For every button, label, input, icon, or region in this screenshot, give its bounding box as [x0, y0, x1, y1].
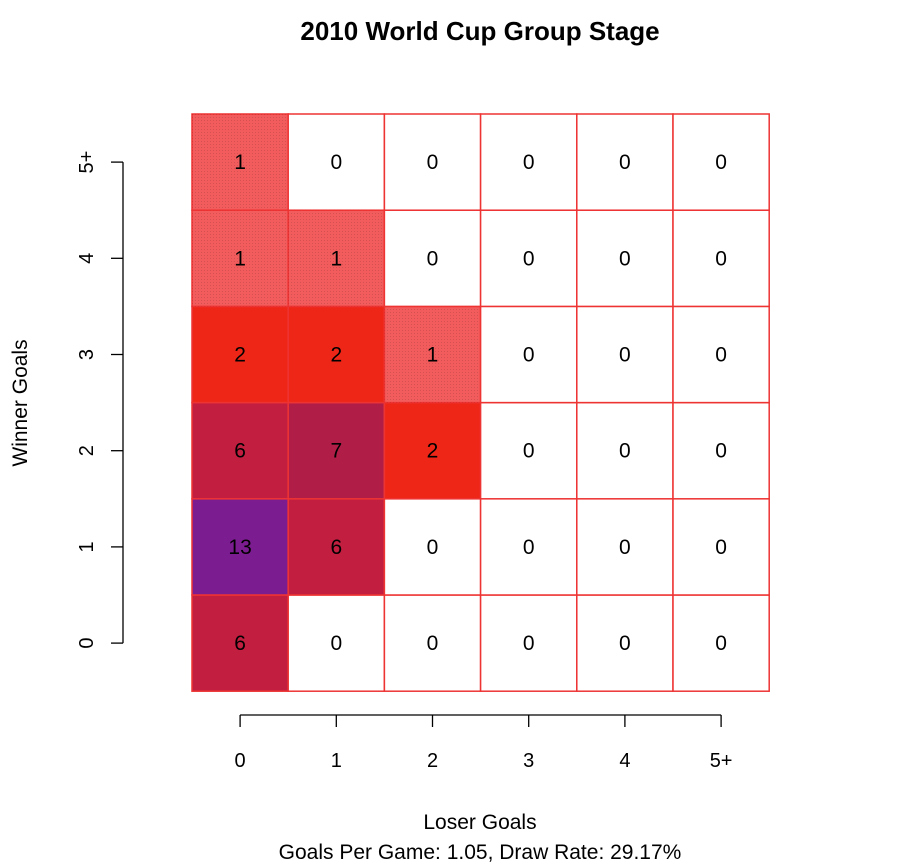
y-tick-label: 1 — [76, 541, 98, 552]
heatmap-cell-w2-l3 — [479, 401, 578, 500]
heatmap-cell-texture — [192, 210, 289, 307]
x-tick-label: 1 — [331, 750, 342, 772]
cell-value-label: 0 — [427, 536, 439, 559]
cell-value-label: 7 — [330, 440, 342, 463]
x-tick-label: 5+ — [710, 750, 733, 772]
cell-value-label: 0 — [523, 151, 535, 174]
cell-value-label: 0 — [715, 632, 727, 655]
chart-title: 2010 World Cup Group Stage — [300, 16, 659, 46]
heatmap-cell-w1-l2 — [383, 498, 482, 596]
heatmap-cell-w2-l4 — [576, 401, 674, 500]
heatmap-cell-texture — [192, 114, 289, 211]
cell-value-label: 13 — [228, 536, 251, 559]
cell-value-label: 0 — [427, 151, 439, 174]
heatmap-cell-w3-l1 — [287, 305, 386, 404]
y-tick-label: 2 — [76, 445, 98, 456]
heatmap-cell-w0-l3 — [479, 594, 578, 692]
x-tick-label: 3 — [523, 750, 534, 772]
heatmap-cell-w0-l5+ — [672, 594, 770, 692]
cell-value-label: 0 — [330, 151, 342, 174]
cell-value-label: 1 — [330, 247, 342, 270]
heatmap-cell-w4-l3 — [479, 209, 578, 308]
cell-value-label: 0 — [523, 247, 535, 270]
heatmap-cell-w2-l5+ — [672, 401, 770, 500]
heatmap-cell-w0-l4 — [576, 594, 674, 692]
y-tick-label: 5+ — [76, 151, 98, 174]
cell-value-label: 2 — [330, 344, 342, 367]
cell-value-label: 1 — [234, 247, 246, 270]
y-axis-label: Winner Goals — [9, 339, 32, 466]
cell-value-label: 0 — [619, 344, 631, 367]
cell-value-label: 0 — [619, 151, 631, 174]
cell-value-label: 2 — [427, 440, 439, 463]
cell-value-label: 0 — [715, 536, 727, 559]
heatmap-cell-w3-l5+ — [672, 305, 770, 404]
cell-value-label: 2 — [234, 344, 246, 367]
heatmap-cell-w5+-l1 — [287, 113, 386, 211]
cell-value-label: 0 — [715, 440, 727, 463]
cell-value-label: 0 — [619, 247, 631, 270]
cell-value-label: 0 — [427, 247, 439, 270]
cell-value-label: 0 — [523, 440, 535, 463]
cell-value-label: 6 — [330, 536, 342, 559]
y-tick-label: 3 — [76, 349, 98, 360]
heatmap-cell-w3-l3 — [479, 305, 578, 404]
x-tick-label: 0 — [235, 750, 246, 772]
cell-value-label: 0 — [619, 536, 631, 559]
cell-value-label: 0 — [523, 344, 535, 367]
cell-value-label: 1 — [427, 344, 439, 367]
heatmap-cell-w1-l5+ — [672, 498, 770, 596]
heatmap-cell-w1-l3 — [479, 498, 578, 596]
cell-value-label: 0 — [715, 247, 727, 270]
x-tick-label: 2 — [427, 750, 438, 772]
chart-subtitle: Goals Per Game: 1.05, Draw Rate: 29.17% — [279, 841, 682, 864]
heatmap-cell-w5+-l4 — [576, 113, 674, 211]
cell-value-label: 0 — [619, 440, 631, 463]
cell-value-label: 0 — [619, 632, 631, 655]
x-axis-label: Loser Goals — [423, 811, 536, 834]
heatmap-cell-w1-l1 — [287, 498, 386, 596]
y-axis: 0 1 2 3 4 5+ — [76, 151, 124, 649]
cell-value-label: 1 — [234, 151, 246, 174]
cell-value-label: 0 — [523, 632, 535, 655]
heatmap-cell-texture — [288, 210, 385, 307]
cell-value-label: 0 — [715, 151, 727, 174]
heatmap-cell-w4-l2 — [383, 209, 482, 308]
heatmap-cell-w0-l1 — [287, 594, 386, 692]
heatmap-cell-w5+-l5+ — [672, 113, 770, 211]
y-tick-label: 0 — [76, 638, 98, 649]
heatmap-cell-w3-l4 — [576, 305, 674, 404]
x-axis: 0 1 2 3 4 5+ — [235, 714, 733, 772]
cell-value-label: 6 — [234, 440, 246, 463]
heatmap-cell-texture — [384, 306, 481, 403]
heatmap-cell-w0-l0 — [191, 594, 289, 692]
cell-value-label: 0 — [523, 536, 535, 559]
cell-value-label: 0 — [427, 632, 439, 655]
heatmap-cells — [191, 113, 770, 692]
cell-value-label: 0 — [330, 632, 342, 655]
cell-value-label: 0 — [715, 344, 727, 367]
x-tick-label: 4 — [619, 750, 630, 772]
heatmap-cell-w1-l0 — [191, 498, 289, 596]
heatmap-cell-labels: 6 0 0 0 0 0 13 6 0 0 0 0 6 7 2 0 0 0 2 2 1 0 0 0 1 1 0 0 0 0 1 0 0 0 0 0 — [228, 151, 727, 655]
heatmap-cell-w5+-l2 — [383, 113, 482, 211]
y-tick-label: 4 — [76, 253, 98, 264]
heatmap-cell-w2-l0 — [191, 401, 289, 500]
cell-value-label: 6 — [234, 632, 246, 655]
heatmap-cell-w3-l0 — [191, 305, 289, 404]
